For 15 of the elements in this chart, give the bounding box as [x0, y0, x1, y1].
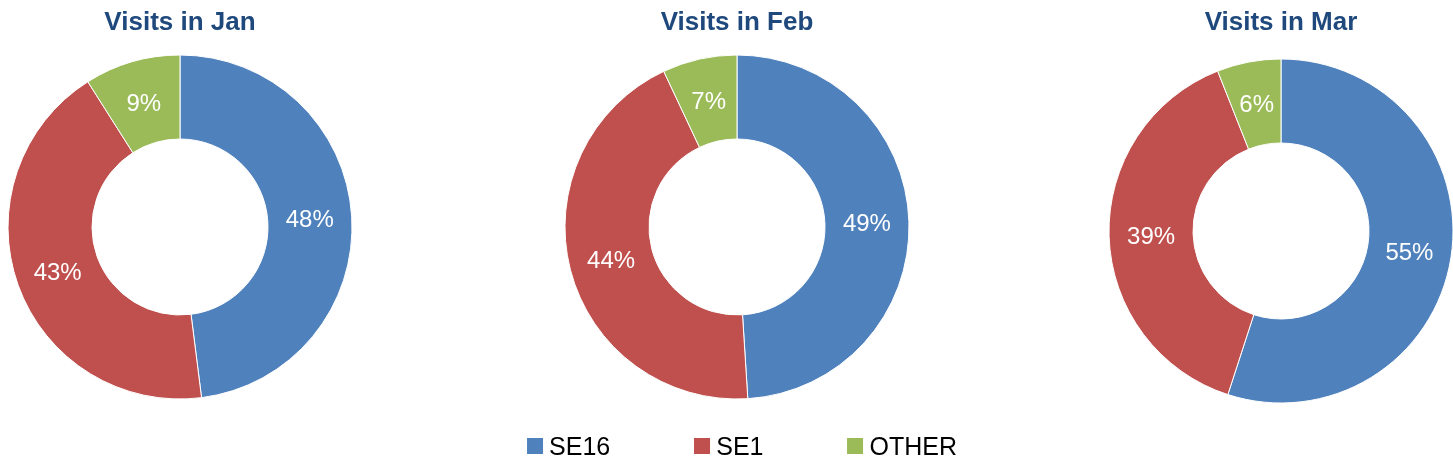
- data-label: 6%: [1239, 89, 1274, 117]
- chart-title: Visits in Mar: [1203, 7, 1359, 36]
- data-label: 9%: [126, 88, 162, 116]
- data-label: 49%: [842, 209, 891, 237]
- data-label: 44%: [587, 245, 636, 273]
- chart-title: Visits in Jan: [103, 7, 257, 36]
- data-label: 55%: [1385, 237, 1434, 265]
- data-label: 39%: [1127, 221, 1176, 249]
- data-label: 7%: [691, 86, 726, 114]
- legend-label: OTHER: [869, 431, 957, 461]
- legend-label: SE16: [549, 431, 611, 461]
- data-label: 48%: [285, 205, 334, 233]
- data-label: 43%: [33, 257, 82, 285]
- legend-label: SE1: [716, 431, 764, 461]
- chart-title: Visits in Feb: [659, 7, 815, 36]
